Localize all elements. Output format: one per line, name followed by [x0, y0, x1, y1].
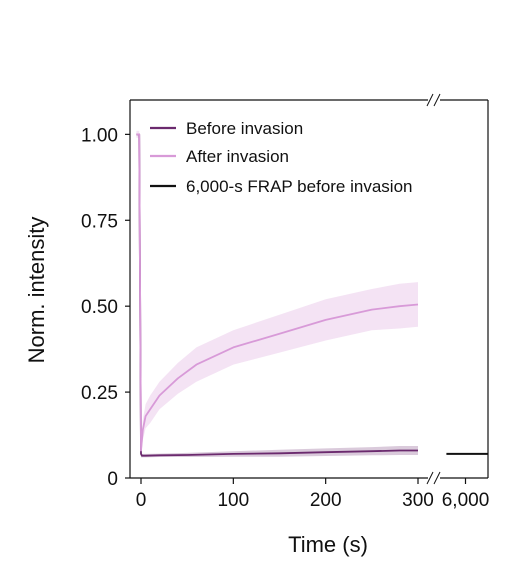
legend-6000s-frap: 6,000-s FRAP before invasion [150, 177, 412, 196]
legend-label: 6,000-s FRAP before invasion [186, 177, 412, 196]
axis-break-mark [426, 471, 434, 485]
axis-break-mark [433, 471, 441, 485]
x-axis-title: Time (s) [288, 532, 368, 557]
axis-break-mark [433, 93, 441, 107]
confidence-bands [136, 130, 418, 458]
y-tick-label: 0.75 [81, 211, 118, 232]
legend: Before invasion After invasion 6,000-s FRA… [150, 119, 412, 196]
x-tick-label: 300 [402, 490, 434, 511]
y-axis-title: Norm. intensity [24, 217, 49, 364]
x-tick-label: 200 [310, 490, 342, 511]
x-tick-label: 0 [136, 490, 147, 511]
axis-break-mark [426, 93, 434, 107]
legend-before-invasion: Before invasion [150, 119, 303, 138]
x-tick-label: 6,000 [442, 490, 490, 511]
axes: 0 0.25 0.50 0.75 1.00 0 100 200 300 6,000 [81, 93, 490, 511]
y-tick-label: 0.50 [81, 297, 118, 318]
legend-after-invasion: After invasion [150, 147, 289, 166]
y-tick-label: 1.00 [81, 125, 118, 146]
legend-label: Before invasion [186, 119, 303, 138]
y-tick-label: 0 [107, 469, 118, 490]
x-tick-label: 100 [217, 490, 249, 511]
band-after-invasion [136, 130, 418, 458]
y-tick-label: 0.25 [81, 383, 118, 404]
line-after-invasion [136, 133, 419, 452]
line-before-invasion [136, 133, 418, 457]
legend-label: After invasion [186, 147, 289, 166]
series-lines [136, 133, 488, 457]
